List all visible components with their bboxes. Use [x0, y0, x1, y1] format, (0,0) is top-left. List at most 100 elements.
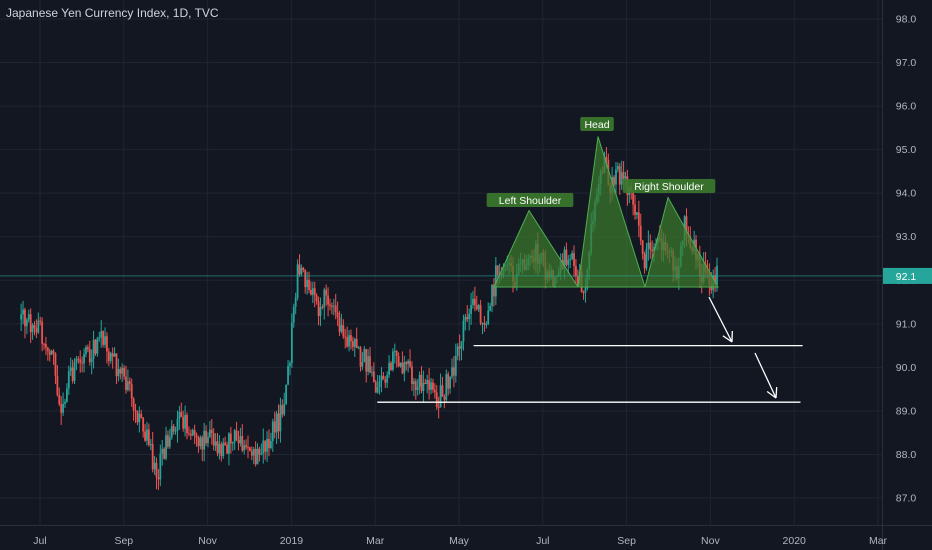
- candle-up: [311, 288, 314, 295]
- candle-down: [197, 437, 200, 447]
- left-shoulder-label-bg: [486, 193, 574, 207]
- candle-up: [168, 437, 171, 447]
- candle-up: [653, 246, 655, 252]
- candle-up: [407, 360, 410, 365]
- candle-down: [573, 253, 575, 266]
- candle-down: [136, 410, 139, 423]
- candle-down: [33, 325, 36, 329]
- candle-down: [273, 421, 276, 433]
- candle-up: [439, 385, 442, 408]
- candle-down: [622, 172, 625, 179]
- candle-down: [433, 389, 436, 393]
- candle-down: [132, 398, 135, 411]
- candle-down: [473, 298, 476, 306]
- candle-down: [157, 477, 160, 480]
- target-arrow-1[interactable]: [708, 296, 733, 343]
- target-arrow-1-shaft: [708, 296, 733, 343]
- candle-up: [624, 176, 627, 179]
- candle-up: [464, 317, 467, 321]
- candle-down: [94, 339, 97, 354]
- candle-up: [716, 265, 718, 285]
- head-label: Head: [584, 119, 609, 131]
- candle-down: [212, 433, 215, 446]
- candle-down: [435, 392, 438, 407]
- candle-up: [487, 310, 490, 324]
- candle-down: [384, 379, 387, 383]
- price-axis[interactable]: 87.088.089.090.091.092.093.094.095.096.0…: [882, 0, 932, 550]
- candle-up: [353, 338, 356, 347]
- candle-up: [477, 305, 480, 310]
- candle-up: [191, 430, 194, 436]
- candle-up: [636, 212, 638, 215]
- candle-up: [199, 437, 202, 447]
- candle-down: [428, 380, 431, 390]
- candle-down: [342, 325, 345, 337]
- candle-up: [451, 367, 453, 377]
- candle-down: [39, 320, 42, 322]
- candle-down: [372, 371, 375, 382]
- time-tick-label: Mar: [869, 535, 888, 547]
- time-tick-label: Sep: [617, 535, 636, 547]
- candle-down: [35, 328, 38, 333]
- candle-up: [371, 371, 373, 373]
- candle-up: [207, 437, 209, 444]
- candle-down: [142, 417, 145, 432]
- head-triangle[interactable]: [577, 136, 646, 288]
- candle-down: [405, 362, 408, 365]
- candle-down: [365, 349, 368, 372]
- candle-up: [222, 442, 225, 457]
- candle-down: [111, 353, 114, 357]
- target-arrow-2[interactable]: [754, 352, 778, 399]
- candle-down: [475, 305, 478, 310]
- candle-up: [262, 440, 265, 454]
- candle-down: [466, 317, 469, 320]
- right-shoulder-label-bg: [622, 179, 716, 193]
- chart-title: Japanese Yen Currency Index, 1D, TVC: [6, 6, 219, 20]
- candle-up: [454, 355, 457, 376]
- candle-up: [64, 401, 66, 404]
- candle-up: [25, 319, 28, 327]
- candle-down: [163, 448, 166, 459]
- candle-down: [24, 309, 26, 327]
- candle-down: [102, 330, 105, 345]
- candle-down: [329, 304, 331, 306]
- candle-up: [462, 320, 465, 342]
- candle-down: [125, 376, 127, 390]
- candle-up: [153, 462, 156, 470]
- candle-up: [149, 444, 152, 446]
- candle-up: [146, 429, 148, 441]
- candle-down: [359, 347, 362, 367]
- right-shoulder-triangle[interactable]: [644, 196, 719, 288]
- candle-down: [302, 267, 305, 271]
- last-price-marker: [883, 267, 932, 284]
- candle-down: [46, 347, 49, 352]
- candle-up: [472, 298, 474, 305]
- candle-up: [62, 403, 64, 413]
- candle-down: [237, 439, 240, 444]
- candle-down: [250, 450, 253, 456]
- candle-up: [470, 304, 472, 314]
- candle-up: [138, 413, 141, 423]
- candle-up: [392, 351, 394, 370]
- candle-up: [65, 388, 68, 402]
- candle-down: [308, 279, 310, 290]
- candle-down: [576, 275, 579, 285]
- candle-down: [186, 414, 188, 434]
- candle-up: [271, 421, 274, 442]
- candle-down: [235, 430, 238, 440]
- candle-down: [229, 433, 232, 444]
- time-axis[interactable]: Jul Sep Nov 2019 Mar May Jul Sep Nov 2020 Mar: [0, 525, 932, 548]
- candle-up: [300, 267, 303, 275]
- candle-down: [60, 404, 63, 413]
- chart-grid: [0, 0, 882, 525]
- candle-down: [151, 444, 154, 470]
- candle-down: [479, 305, 482, 324]
- candle-down: [79, 359, 82, 363]
- candle-down: [56, 375, 59, 395]
- right-shoulder-label: Right Shoulder: [634, 181, 704, 193]
- candle-up: [567, 259, 570, 265]
- candle-up: [647, 242, 650, 249]
- left-shoulder-triangle[interactable]: [493, 209, 579, 288]
- candle-up: [283, 403, 286, 415]
